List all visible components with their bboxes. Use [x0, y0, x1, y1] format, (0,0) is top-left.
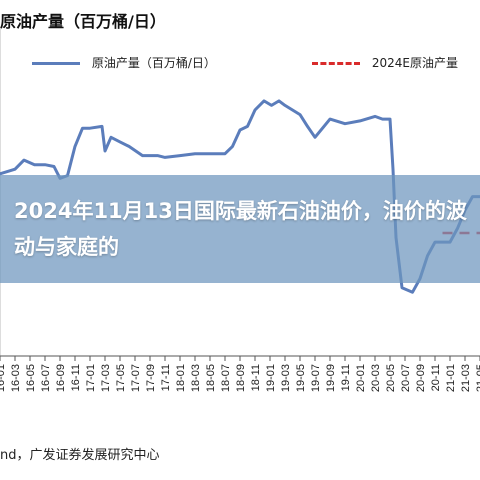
x-tick-label: 17-09: [145, 364, 157, 392]
x-tick-label: 16-03: [10, 364, 22, 392]
x-tick-label: 18-01: [175, 364, 187, 392]
legend-item-production: 原油产量（百万桶/日）: [32, 54, 216, 71]
headline-overlay: [0, 175, 480, 283]
x-tick-label: 19-01: [265, 364, 277, 392]
x-tick-label: 20-07: [400, 364, 412, 392]
x-tick-label: 16-09: [55, 364, 67, 392]
series-line-production: [0, 99, 480, 294]
legend-label-production: 原油产量（百万桶/日）: [91, 56, 216, 70]
x-tick-label: 19-03: [280, 364, 292, 392]
x-tick-label: 21-03: [460, 364, 472, 392]
x-tick-label: 16-01: [0, 364, 7, 392]
x-axis-tick-labels: 16-01 16-03 16-05 16-07 16-09 16-11 17-01 17-03…: [0, 364, 480, 392]
x-tick-label: 18-07: [220, 364, 232, 392]
x-tick-label: 20-11: [430, 364, 442, 391]
x-tick-label: 17-03: [100, 364, 112, 392]
x-tick-label: 19-11: [340, 364, 352, 391]
x-tick-label: 19-05: [295, 364, 307, 392]
x-tick-label: 20-09: [415, 364, 427, 392]
x-tick-label: 20-01: [355, 364, 367, 392]
x-tick-label: 21-01: [445, 364, 457, 392]
x-tick-label: 18-11: [250, 364, 262, 391]
legend-label-forecast: 2024E原油产量: [371, 56, 458, 70]
x-tick-label: 18-03: [190, 364, 202, 392]
x-tick-label: 16-07: [40, 364, 52, 392]
x-tick-label: 18-05: [205, 364, 217, 392]
x-axis-ticks: [0, 356, 480, 361]
x-tick-label: 20-03: [370, 364, 382, 392]
x-tick-label: 17-11: [160, 364, 172, 391]
chart-title: 原油产量（百万桶/日）: [0, 12, 166, 31]
x-tick-label: 17-01: [85, 364, 97, 392]
legend-item-forecast: 2024E原油产量: [312, 54, 458, 71]
x-tick-label: 18-09: [235, 364, 247, 392]
x-tick-label: 17-07: [130, 364, 142, 392]
x-tick-label: 21-05: [475, 364, 480, 392]
legend-swatch-dashed: [312, 62, 360, 65]
headline-text[interactable]: 2024年11月13日国际最新石油油价，油价的波动与家庭的: [14, 199, 467, 259]
x-tick-label: 19-07: [310, 364, 322, 392]
legend-swatch-solid: [32, 62, 80, 65]
x-tick-label: 19-09: [325, 364, 337, 392]
x-tick-label: 17-05: [115, 364, 127, 392]
x-tick-label: 20-05: [385, 364, 397, 392]
source-note: nd，广发证券发展研究中心: [0, 448, 160, 463]
x-tick-label: 16-11: [70, 364, 82, 391]
x-tick-label: 16-05: [25, 364, 37, 392]
